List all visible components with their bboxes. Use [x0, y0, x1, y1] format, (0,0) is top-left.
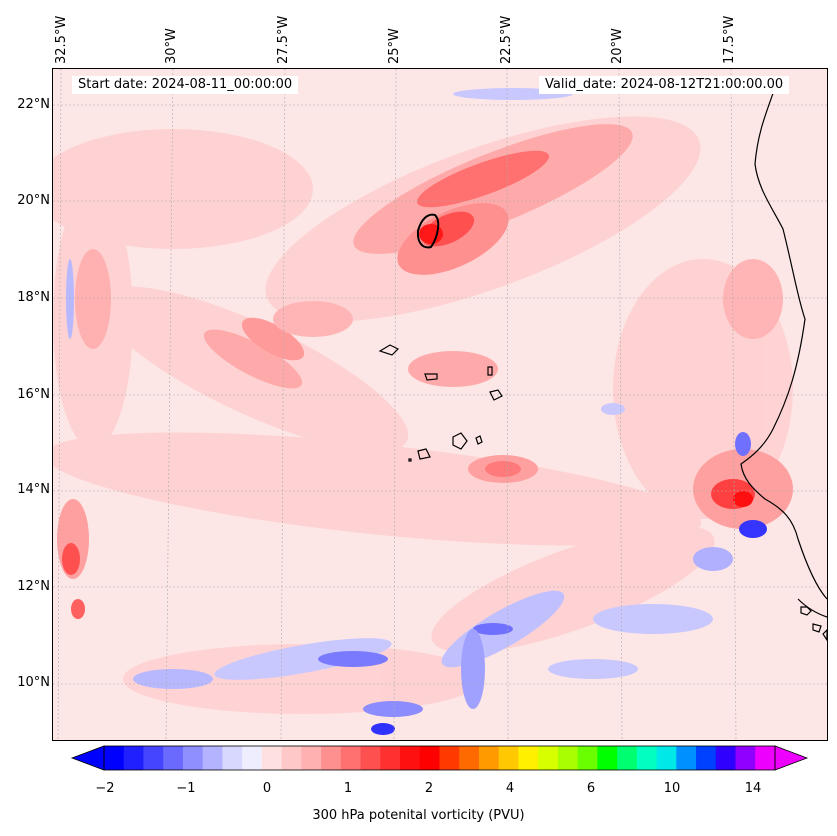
- graticule: [53, 69, 827, 740]
- colorbar-title: 300 hPa potenital vorticity (PVU): [312, 808, 525, 823]
- colorbar-tick: 1: [343, 781, 353, 796]
- lat-label-16n: 16°N: [17, 387, 50, 402]
- colorbar-cell: [498, 746, 519, 770]
- coastlines: [378, 78, 827, 642]
- colorbar-cell: [715, 746, 737, 770]
- colorbar-cell: [755, 746, 776, 770]
- colorbar-cell: [557, 746, 579, 770]
- colorbar-tick: 0: [262, 781, 272, 796]
- colorbar-tick: 6: [586, 781, 596, 796]
- colorbar-cell: [242, 746, 263, 770]
- lat-label-20n: 20°N: [17, 193, 50, 208]
- colorbar-outline: [103, 745, 776, 771]
- colorbar-max-arrow: [774, 745, 809, 771]
- lat-label-14n: 14°N: [17, 482, 50, 497]
- colorbar-cell: [301, 746, 322, 770]
- colorbar-tick: 4: [505, 781, 515, 796]
- pv-field: [53, 69, 827, 740]
- lon-label-32-5w: 32.5°W: [54, 15, 69, 64]
- colorbar-cell: [222, 746, 243, 770]
- colorbar-tick: −1: [176, 781, 196, 796]
- colorbar-cell: [261, 746, 283, 770]
- colorbar-cells: [104, 746, 776, 770]
- colorbar-cell: [182, 746, 204, 770]
- lon-label-25w: 25°W: [387, 28, 402, 64]
- colorbar-tick: 14: [744, 781, 762, 796]
- colorbar-cell: [281, 746, 302, 770]
- lat-label-10n: 10°N: [17, 675, 50, 690]
- lon-label-22-5w: 22.5°W: [499, 15, 514, 64]
- colorbar-cell: [380, 746, 401, 770]
- valid-date-label: Valid_date: 2024-08-12T21:00:00.00: [539, 76, 790, 94]
- colorbar-cell: [577, 746, 598, 770]
- lat-label-22n: 22°N: [17, 97, 50, 112]
- lon-label-20w: 20°W: [610, 28, 625, 64]
- colorbar-cell: [735, 746, 756, 770]
- colorbar-cell: [617, 746, 638, 770]
- lon-label-17-5w: 17.5°W: [722, 15, 737, 64]
- colorbar-cell: [518, 746, 539, 770]
- colorbar-min-arrow: [70, 745, 105, 771]
- colorbar-tick: −2: [95, 781, 115, 796]
- colorbar-cell: [143, 746, 164, 770]
- colorbar-cell: [104, 746, 125, 770]
- map-panel: [52, 68, 828, 741]
- colorbar-cell: [636, 746, 658, 770]
- lon-label-30w: 30°W: [164, 28, 179, 64]
- colorbar-cell: [538, 746, 559, 770]
- colorbar-cell: [419, 746, 440, 770]
- colorbar-cell: [597, 746, 618, 770]
- colorbar-cell: [400, 746, 421, 770]
- colorbar-cell: [478, 746, 500, 770]
- colorbar-cell: [123, 746, 144, 770]
- colorbar-cell: [459, 746, 480, 770]
- lon-label-27-5w: 27.5°W: [276, 15, 291, 64]
- colorbar-cell: [696, 746, 717, 770]
- colorbar-cell: [676, 746, 697, 770]
- colorbar-cell: [202, 746, 223, 770]
- colorbar-cell: [321, 746, 342, 770]
- lat-label-18n: 18°N: [17, 290, 50, 305]
- pv-strong-red: [62, 150, 755, 619]
- colorbar-cell: [439, 746, 460, 770]
- colorbar-tick: 2: [424, 781, 434, 796]
- colorbar-cell: [656, 746, 677, 770]
- start-date-label: Start date: 2024-08-11_00:00:00: [72, 76, 299, 94]
- colorbar-cell: [163, 746, 184, 770]
- colorbar-tick: 10: [663, 781, 681, 796]
- colorbar-cell: [340, 746, 362, 770]
- lat-label-12n: 12°N: [17, 579, 50, 594]
- colorbar-cell: [360, 746, 381, 770]
- pv-contour: [416, 213, 440, 249]
